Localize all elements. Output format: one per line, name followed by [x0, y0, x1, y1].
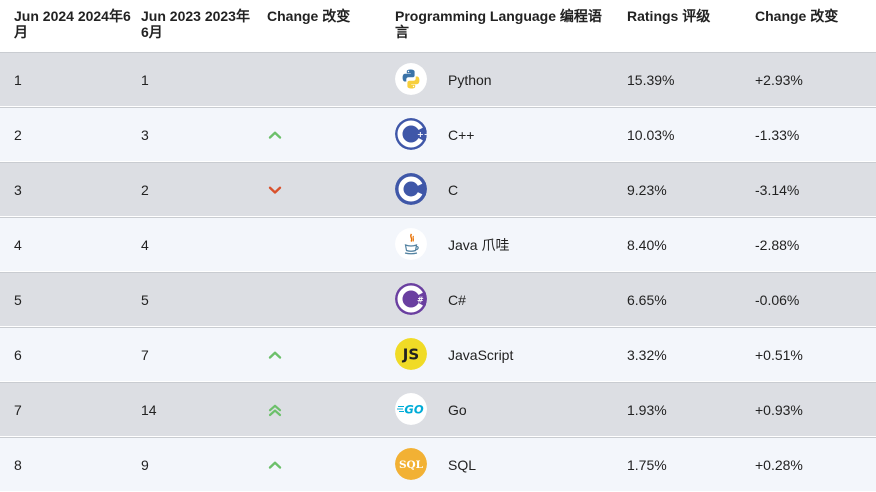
rank-jun-2024: 5: [14, 292, 22, 308]
header-change-rating: Change 改变: [755, 8, 839, 24]
rank-jun-2023: 4: [141, 237, 149, 253]
chevron-up-icon: [267, 127, 283, 143]
rank-jun-2023: 9: [141, 457, 149, 473]
language-name: JavaScript: [448, 347, 514, 363]
double-chevron-up-icon: [267, 402, 283, 418]
table-row: 2 3 ++ C++ 10.03% -1.33%: [0, 107, 876, 161]
rating-change: -0.06%: [755, 292, 800, 308]
rank-jun-2023: 14: [141, 402, 157, 418]
rating-value: 10.03%: [627, 127, 675, 143]
header-ratings: Ratings 评级: [627, 8, 711, 24]
rating-change: -3.14%: [755, 182, 800, 198]
rating-change: +0.93%: [755, 402, 803, 418]
header-jun-2023: Jun 2023 2023年6月: [141, 8, 250, 40]
header-change-rank: Change 改变: [267, 8, 351, 24]
rating-change: +0.51%: [755, 347, 803, 363]
language-name: Go: [448, 402, 467, 418]
javascript-logo-text: JS: [402, 346, 419, 364]
c-logo-icon: [395, 173, 427, 205]
rating-value: 8.40%: [627, 237, 667, 253]
rating-value: 9.23%: [627, 182, 667, 198]
javascript-logo-icon: JS: [395, 338, 427, 370]
table-row: 5 5 # C# 6.65% -0.06%: [0, 272, 876, 326]
rank-jun-2023: 2: [141, 182, 149, 198]
language-name: C: [448, 182, 459, 198]
go-logo-icon: GO: [395, 393, 427, 425]
cplusplus-logo-icon: ++: [395, 118, 427, 150]
svg-text:#: #: [417, 296, 424, 305]
table-row: 4 4 Java 爪哇 8.40% -2.88%: [0, 217, 876, 271]
language-name: C#: [448, 292, 466, 308]
rating-value: 6.65%: [627, 292, 667, 308]
chevron-down-icon: [267, 182, 283, 198]
rank-jun-2024: 8: [14, 457, 22, 473]
rating-value: 3.32%: [627, 347, 667, 363]
rank-jun-2024: 4: [14, 237, 22, 253]
rank-jun-2023: 1: [141, 72, 149, 88]
rank-jun-2024: 3: [14, 182, 22, 198]
chevron-up-icon: [267, 457, 283, 473]
language-name: Python: [448, 72, 492, 88]
language-name: SQL: [448, 457, 477, 473]
chevron-up-icon: [267, 347, 283, 363]
header-programming-language: Programming Language 编程语言: [395, 8, 602, 40]
rating-change: +0.28%: [755, 457, 803, 473]
table-row: 3 2 C 9.23% -3.14%: [0, 162, 876, 216]
rank-jun-2023: 7: [141, 347, 149, 363]
table-row: 6 7 JS JavaScript 3.32% +0.51%: [0, 327, 876, 381]
language-name: Java 爪哇: [448, 237, 510, 253]
table-row: 1 1 Python 15.39% +2.93%: [0, 52, 876, 106]
csharp-logo-icon: #: [395, 283, 427, 315]
rating-value: 1.93%: [627, 402, 667, 418]
java-logo-icon: [395, 228, 427, 260]
rank-jun-2024: 1: [14, 72, 22, 88]
rank-jun-2023: 5: [141, 292, 149, 308]
table-header: Jun 2024 2024年6月 Jun 2023 2023年6月 Change…: [0, 0, 876, 52]
sql-logo-text: SQL: [399, 459, 424, 471]
sql-logo-icon: SQL: [395, 448, 427, 480]
go-logo-text: GO: [404, 403, 423, 417]
language-name: C++: [448, 127, 475, 143]
python-logo-icon: [395, 63, 427, 95]
rating-change: -2.88%: [755, 237, 800, 253]
rank-jun-2024: 7: [14, 402, 22, 418]
rank-jun-2023: 3: [141, 127, 149, 143]
rating-change: +2.93%: [755, 72, 803, 88]
rating-value: 1.75%: [627, 457, 667, 473]
rank-jun-2024: 2: [14, 127, 22, 143]
svg-text:++: ++: [417, 130, 427, 139]
header-jun-2024: Jun 2024 2024年6月: [14, 8, 131, 40]
rating-change: -1.33%: [755, 127, 800, 143]
table-row: 8 9 SQL SQL 1.75% +0.28%: [0, 437, 876, 491]
rating-value: 15.39%: [627, 72, 675, 88]
table-row: 7 14 GO Go 1.93% +0.93%: [0, 382, 876, 436]
rank-jun-2024: 6: [14, 347, 22, 363]
